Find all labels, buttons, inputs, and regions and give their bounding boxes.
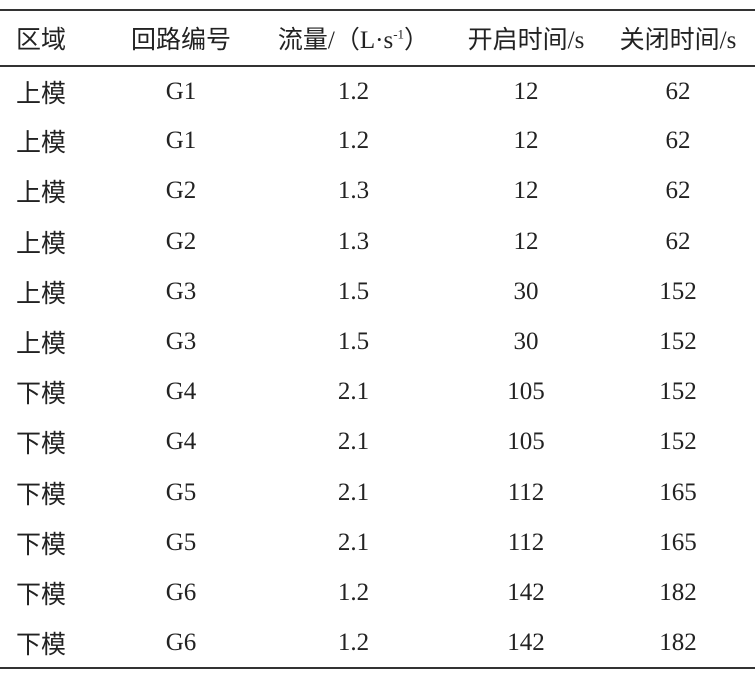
table-row: 下模 G6 1.2 142 182 bbox=[0, 618, 755, 669]
cell-region: 上模 bbox=[16, 331, 67, 359]
cell-close-time: 62 bbox=[665, 227, 691, 255]
cell-loop-id: G2 bbox=[165, 227, 197, 255]
cell-loop-id: G6 bbox=[165, 628, 197, 656]
header-region: 区域 bbox=[16, 27, 67, 54]
cell-flow: 2.1 bbox=[337, 528, 370, 556]
cell-close-time: 152 bbox=[659, 277, 697, 305]
cell-flow: 1.2 bbox=[337, 77, 370, 105]
table-row: 上模 G3 1.5 30 152 bbox=[0, 317, 755, 367]
cell-flow: 2.1 bbox=[337, 428, 370, 456]
table-row: 下模 G4 2.1 105 152 bbox=[0, 417, 755, 467]
header-close-time: 关闭时间/s bbox=[619, 27, 737, 54]
table-row: 上模 G2 1.3 12 62 bbox=[0, 217, 755, 267]
cell-region: 上模 bbox=[16, 180, 67, 208]
cell-region: 上模 bbox=[16, 280, 67, 308]
header-row: 区域 回路编号 流量/（L·s-1） 开启时间/s 关闭时间/s bbox=[0, 10, 755, 66]
cell-flow: 2.1 bbox=[337, 478, 370, 506]
cell-open-time: 142 bbox=[507, 578, 545, 606]
cell-loop-id: G1 bbox=[165, 77, 197, 105]
cell-open-time: 30 bbox=[513, 277, 539, 305]
header-flow-text: 流量/（L·s bbox=[277, 27, 394, 54]
cell-region: 下模 bbox=[16, 381, 67, 409]
cell-close-time: 165 bbox=[659, 478, 697, 506]
cell-open-time: 30 bbox=[513, 328, 539, 356]
cell-flow: 1.2 bbox=[337, 578, 370, 606]
cell-open-time: 112 bbox=[507, 528, 545, 556]
cell-close-time: 62 bbox=[665, 127, 691, 155]
cell-loop-id: G5 bbox=[165, 528, 197, 556]
cell-region: 下模 bbox=[16, 481, 67, 509]
table-row: 上模 G1 1.2 12 62 bbox=[0, 66, 755, 116]
cell-close-time: 182 bbox=[659, 628, 697, 656]
cell-region: 上模 bbox=[16, 130, 67, 158]
header-open-time: 开启时间/s bbox=[467, 27, 585, 54]
table-row: 下模 G5 2.1 112 165 bbox=[0, 468, 755, 518]
cell-flow: 1.2 bbox=[337, 628, 370, 656]
cell-loop-id: G4 bbox=[165, 428, 197, 456]
cell-loop-id: G5 bbox=[165, 478, 197, 506]
cell-loop-id: G6 bbox=[165, 578, 197, 606]
cell-close-time: 152 bbox=[659, 378, 697, 406]
table-row: 上模 G1 1.2 12 62 bbox=[0, 116, 755, 166]
header-flow-exponent: -1 bbox=[393, 26, 405, 42]
cell-loop-id: G3 bbox=[165, 328, 197, 356]
cell-open-time: 105 bbox=[507, 428, 545, 456]
cell-loop-id: G1 bbox=[165, 127, 197, 155]
header-flow-close: ） bbox=[404, 27, 430, 54]
cell-open-time: 105 bbox=[507, 378, 545, 406]
cell-open-time: 12 bbox=[513, 77, 539, 105]
cell-flow: 1.5 bbox=[337, 328, 370, 356]
header-loop-id: 回路编号 bbox=[130, 27, 231, 54]
cell-flow: 1.3 bbox=[337, 227, 370, 255]
cell-close-time: 165 bbox=[659, 528, 697, 556]
cell-flow: 1.5 bbox=[337, 277, 370, 305]
cell-region: 下模 bbox=[16, 431, 67, 459]
data-table: 区域 回路编号 流量/（L·s-1） 开启时间/s 关闭时间/s 上模 G1 1.2… bbox=[0, 9, 755, 669]
cell-open-time: 12 bbox=[513, 127, 539, 155]
cell-loop-id: G3 bbox=[165, 277, 197, 305]
cell-open-time: 112 bbox=[507, 478, 545, 506]
table-row: 上模 G2 1.3 12 62 bbox=[0, 166, 755, 216]
cell-close-time: 62 bbox=[665, 77, 691, 105]
table-row: 下模 G6 1.2 142 182 bbox=[0, 568, 755, 618]
cell-open-time: 142 bbox=[507, 628, 545, 656]
cell-region: 下模 bbox=[16, 631, 67, 659]
table-row: 下模 G4 2.1 105 152 bbox=[0, 367, 755, 417]
cell-loop-id: G4 bbox=[165, 378, 197, 406]
header-flow: 流量/（L·s-1） bbox=[256, 10, 451, 66]
cell-close-time: 152 bbox=[659, 428, 697, 456]
cell-close-time: 182 bbox=[659, 578, 697, 606]
cell-region: 下模 bbox=[16, 581, 67, 609]
table-row: 上模 G3 1.5 30 152 bbox=[0, 267, 755, 317]
cell-close-time: 152 bbox=[659, 328, 697, 356]
cell-flow: 1.3 bbox=[337, 177, 370, 205]
cell-flow: 2.1 bbox=[337, 378, 370, 406]
cell-loop-id: G2 bbox=[165, 177, 197, 205]
cell-open-time: 12 bbox=[513, 227, 539, 255]
cell-open-time: 12 bbox=[513, 177, 539, 205]
cell-close-time: 62 bbox=[665, 177, 691, 205]
cell-region: 下模 bbox=[16, 531, 67, 559]
cell-region: 上模 bbox=[16, 230, 67, 258]
cell-flow: 1.2 bbox=[337, 127, 370, 155]
table-row: 下模 G5 2.1 112 165 bbox=[0, 518, 755, 568]
cell-region: 上模 bbox=[16, 80, 67, 108]
